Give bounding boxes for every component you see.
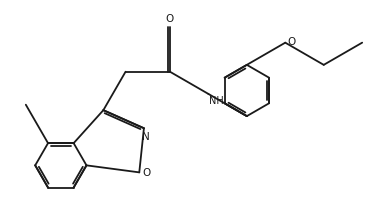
Text: O: O xyxy=(143,168,151,178)
Text: O: O xyxy=(166,14,174,24)
Text: N: N xyxy=(142,132,150,142)
Text: O: O xyxy=(288,37,296,47)
Text: NH: NH xyxy=(209,96,224,106)
